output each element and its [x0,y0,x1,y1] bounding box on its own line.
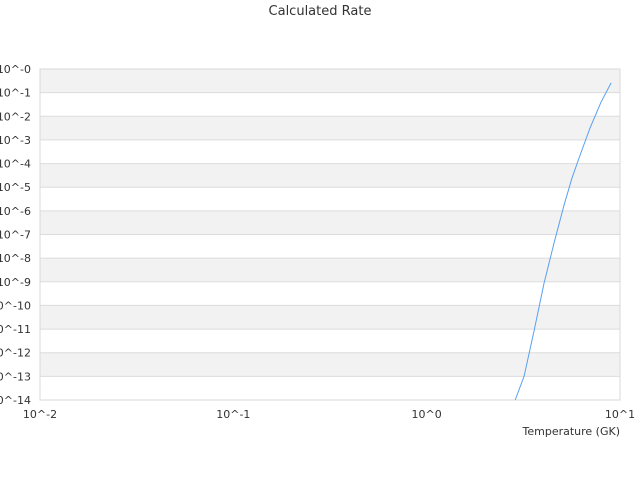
y-tick-label: 10^-8 [0,252,31,265]
x-tick-label: 10^0 [412,408,442,421]
y-tick-label: 10^-6 [0,205,31,218]
grid-band [40,258,620,282]
x-tick-label: 10^-1 [216,408,250,421]
x-tick-label: 10^1 [605,408,635,421]
y-tick-label: 10^-5 [0,181,31,194]
grid-band [40,234,620,259]
grid-band [40,163,620,188]
y-tick-label: 10^-10 [0,299,31,312]
y-tick-label: 10^-0 [0,63,31,76]
grid-band [40,376,620,400]
y-tick-label: 10^-12 [0,347,31,360]
y-tick-label: 10^-11 [0,323,31,336]
plot-border [39,68,621,401]
y-tick-label: 10^-3 [0,134,31,147]
grid-band [40,352,620,377]
grid-band [40,69,620,93]
y-tick-label: 10^-7 [0,229,31,242]
grid-band [40,305,620,330]
grid-band [40,329,620,353]
grid-band [40,92,620,117]
x-tick-label: 10^-2 [23,408,57,421]
y-tick-label: 10^-9 [0,276,31,289]
chart-title: Calculated Rate [268,4,372,19]
grid-band [40,116,620,140]
grid-band [40,139,620,164]
y-tick-label: 10^-13 [0,370,31,383]
grid-band [40,210,620,235]
grid-band [40,281,620,306]
x-axis-label: Temperature (GK) [522,425,621,438]
y-tick-label: 10^-4 [0,158,31,171]
y-tick-label: 10^-14 [0,394,31,407]
y-tick-label: 10^-1 [0,87,31,100]
y-tick-label: 10^-2 [0,110,31,123]
grid-band [40,187,620,211]
series-line [514,82,612,401]
